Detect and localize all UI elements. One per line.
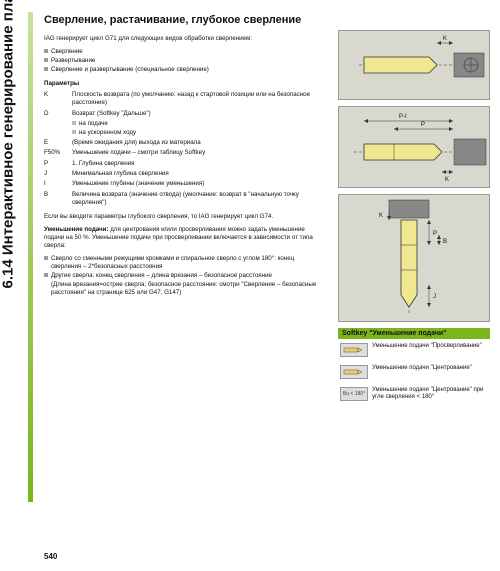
intro-text: IAG генерирует цикл G71 для следующих ви…	[44, 35, 320, 43]
softkey-text-1: Уменьшение подачи "Просверливание"	[372, 343, 482, 350]
param-f: F50%Уменьшение подачи – смотри таблицу S…	[44, 149, 320, 157]
figures-column: K P P-I K	[338, 30, 490, 405]
body-text: IAG генерирует цикл G71 для следующих ви…	[44, 35, 320, 297]
param-d: DВозврат (Softkey "Дальше")	[44, 110, 320, 118]
softkey-text-3: Уменьшение подачи "Центрование" при угле…	[372, 387, 488, 401]
figure-2: P P-I K	[338, 106, 490, 188]
figure-1: K	[338, 30, 490, 100]
figure-3: P B J K	[338, 194, 490, 322]
page-title: Сверление, растачивание, глубокое сверле…	[44, 14, 320, 27]
bullet-op2: Развертывание	[44, 57, 320, 65]
param-b: BВеличина возврата (значение отвода) (ум…	[44, 191, 320, 208]
para-g74: Если вы вводите параметры глубокого свер…	[44, 213, 320, 221]
svg-text:K: K	[443, 36, 447, 42]
drill-diagram-1: K	[339, 31, 489, 99]
svg-text:P: P	[421, 122, 425, 128]
svg-text:K: K	[445, 177, 449, 183]
softkey-text-2: Уменьшение подачи "Центрование"	[372, 365, 472, 372]
softkey-row-3: Bu < 180° Уменьшение подачи "Центрование…	[338, 383, 490, 405]
softkey-icon-2[interactable]	[340, 365, 368, 379]
param-p: P1. Глубина сверления	[44, 160, 320, 168]
param-d-sub1: на подаче	[62, 120, 320, 128]
param-d-sub2: на ускоренном ходу	[62, 129, 320, 137]
bullet-op1: Сверление	[44, 48, 320, 56]
softkey-icon-3[interactable]: Bu < 180°	[340, 387, 368, 401]
param-j: JМинимальная глубина сверления	[44, 170, 320, 178]
bullet-drill-type2: Другие сверла: конец сверления – длина в…	[44, 272, 320, 297]
bullet-drill-type1: Сверло со сменными режущими кромками и с…	[44, 255, 320, 272]
softkey-row-1: Уменьшение подачи "Просверливание"	[338, 339, 490, 361]
page-number: 540	[44, 552, 57, 561]
param-i: IУменьшение глубины (значение уменьшения…	[44, 180, 320, 188]
softkey-row-2: Уменьшение подачи "Центрование"	[338, 361, 490, 383]
sidebar-chapter-title: 6.14 Интерактивное генерирование плана р…	[0, 0, 17, 289]
svg-text:K: K	[379, 213, 383, 219]
drill-diagram-2: P P-I K	[339, 107, 489, 187]
svg-text:J: J	[433, 294, 436, 300]
svg-text:P: P	[433, 231, 437, 237]
para-feed-reduction: Уменьшение подачи: для центрования и/или…	[44, 226, 320, 251]
param-k: KПлоскость возврата (по умолчанию: назад…	[44, 91, 320, 108]
params-heading: Параметры	[44, 80, 320, 88]
main-content: Сверление, растачивание, глубокое сверле…	[44, 14, 320, 299]
softkey-icon-1[interactable]	[340, 343, 368, 357]
param-e: E(Время ожидания для) выхода из материал…	[44, 139, 320, 147]
softkey-header: Softkey "Уменьшение подачи"	[338, 328, 490, 339]
svg-text:P-I: P-I	[399, 114, 407, 120]
svg-text:B: B	[443, 239, 447, 245]
drill-diagram-3: P B J K	[339, 195, 489, 321]
sidebar-accent-bar	[28, 12, 33, 502]
bullet-op3: Сверление и развертывание (специальное с…	[44, 66, 320, 74]
